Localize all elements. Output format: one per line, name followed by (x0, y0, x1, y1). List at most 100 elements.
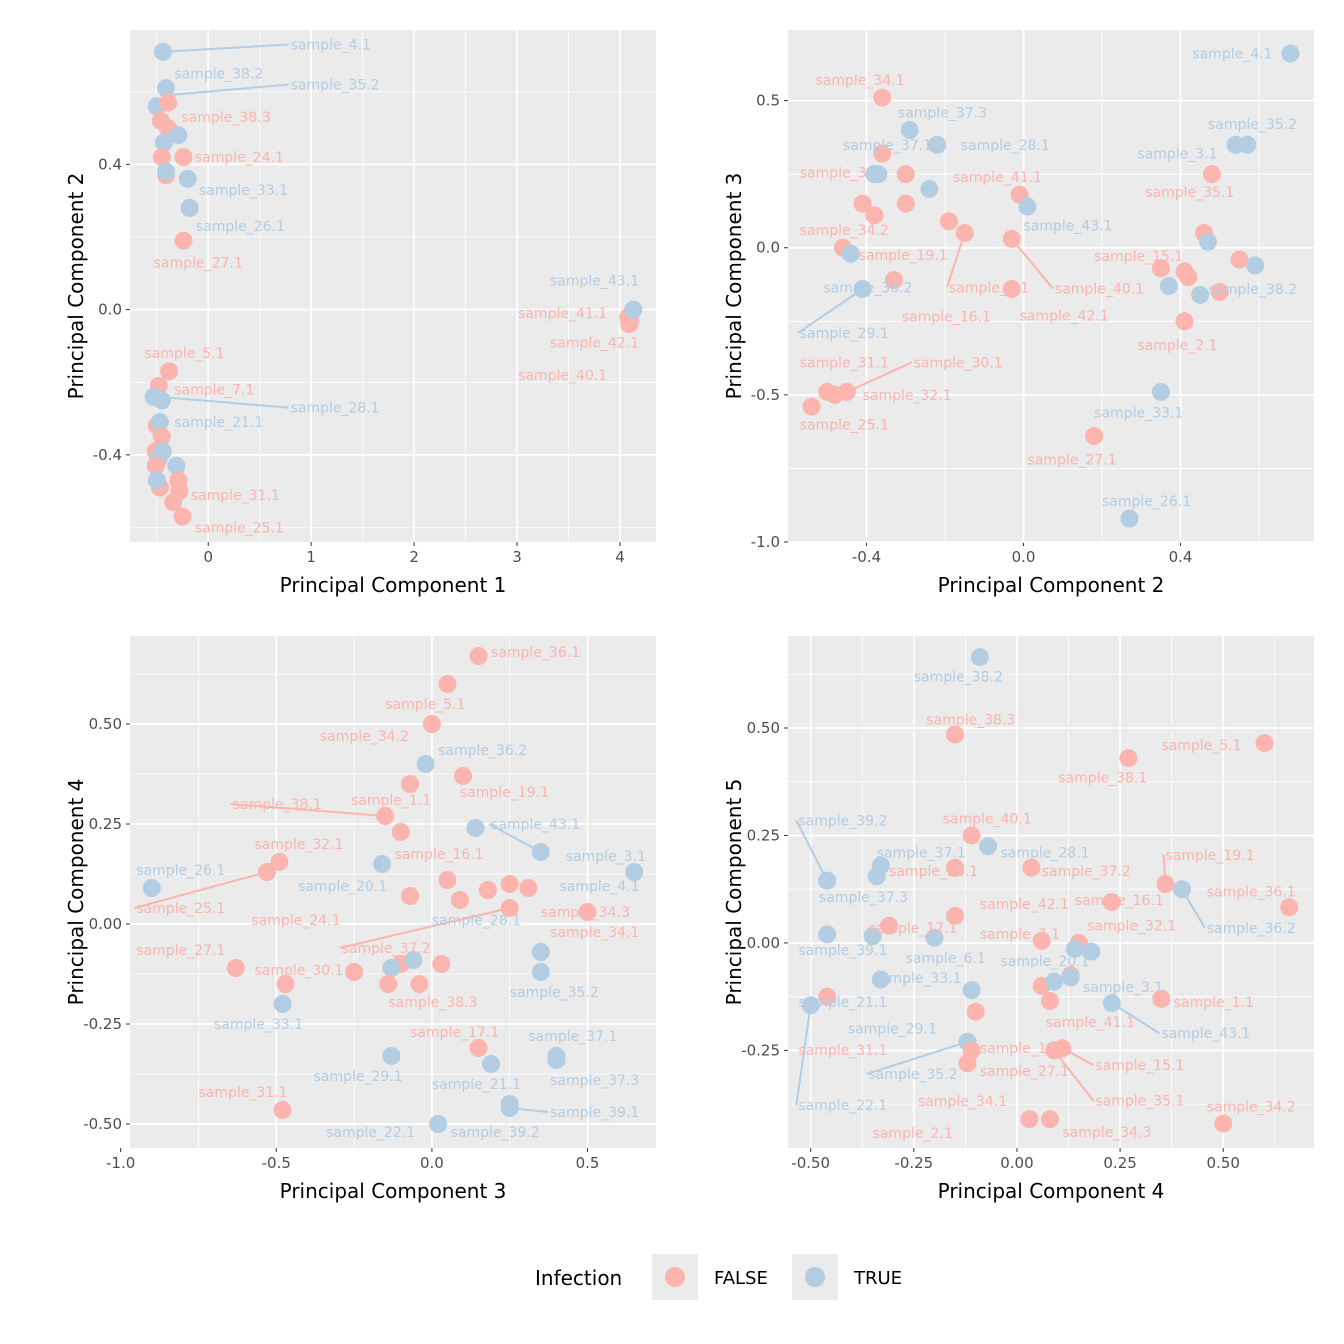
label-leader-line (1111, 1002, 1160, 1035)
legend-label: TRUE (853, 1268, 902, 1289)
data-point-infected (1065, 939, 1084, 958)
label-leader-line (797, 288, 864, 334)
point-label: sample_27.1 (1027, 453, 1116, 469)
data-point-infected (153, 42, 172, 61)
data-point-uninfected (469, 1039, 488, 1057)
data-point-uninfected (818, 987, 837, 1006)
point-label: sample_39.2 (798, 813, 887, 829)
data-point-infected (373, 855, 392, 873)
data-point-infected (273, 995, 292, 1013)
data-point-infected (404, 951, 423, 969)
data-point-uninfected (159, 93, 178, 112)
data-point-uninfected (946, 858, 965, 877)
label-leader-line (158, 395, 289, 409)
data-point-uninfected (519, 879, 538, 897)
data-point-infected (167, 456, 186, 475)
data-point-uninfected (478, 881, 497, 899)
point-label: sample_16.1 (1075, 893, 1164, 909)
y-tick-label: 0.0 (756, 239, 780, 257)
point-label: sample_28.1 (432, 913, 521, 929)
leader-lines (797, 232, 1054, 393)
point-label: sample_34.3 (541, 905, 630, 921)
point-label: sample_25.1 (195, 520, 284, 536)
x-tick-label: -0.5 (262, 1154, 291, 1172)
data-point-uninfected (1152, 989, 1171, 1008)
x-tick-label: 0 (203, 548, 213, 566)
y-tick-label: 0.25 (89, 815, 122, 833)
point-label: sample_5.1 (1161, 738, 1241, 754)
data-point-infected (970, 648, 989, 667)
point-label: sample_24.1 (251, 913, 340, 929)
point-label: sample_40.1 (1055, 282, 1144, 298)
point-label: sample_40.1 (518, 368, 607, 384)
data-point-infected (962, 981, 981, 1000)
point-label: sample_31.1 (198, 1085, 287, 1101)
point-label: sample_3.1 (1137, 147, 1217, 163)
data-point-infected (625, 863, 644, 881)
point-label: sample_22.1 (798, 1098, 887, 1114)
data-point-infected (1281, 44, 1300, 63)
point-label: sample_34.2 (800, 223, 889, 239)
x-axis-title: Principal Component 3 (280, 1179, 507, 1203)
point-label: sample_31.1 (191, 488, 280, 504)
point-label: sample_21.1 (432, 1077, 521, 1093)
x-tick-label: 0.00 (1000, 1154, 1033, 1172)
x-tick-label: -1.0 (106, 1154, 135, 1172)
point-label: sample_6.1 (906, 951, 986, 967)
data-point-uninfected (873, 88, 892, 107)
point-label: sample_42.1 (1020, 308, 1109, 324)
data-point-infected (1102, 994, 1121, 1013)
data-point-infected (979, 837, 998, 856)
point-label: sample_1.1 (351, 793, 431, 809)
point-label: sample_18.1 (980, 1041, 1069, 1057)
x-tick-label: 2 (409, 548, 419, 566)
y-tick-label: 0.00 (89, 915, 122, 933)
data-point-uninfected (1085, 427, 1104, 446)
point-label: sample_2.1 (873, 1126, 953, 1142)
point-label: sample_29.1 (314, 1069, 403, 1085)
x-tick-label: 3 (512, 548, 522, 566)
data-point-infected (150, 413, 169, 432)
data-point-infected (157, 162, 176, 181)
point-label: sample_37.1 (877, 846, 966, 862)
point-label: sample_30.1 (914, 356, 1003, 372)
point-label: sample_15.1 (1094, 249, 1183, 265)
point-label: sample_2.1 (1137, 338, 1217, 354)
data-point-uninfected (273, 1101, 292, 1119)
data-point-uninfected (1156, 875, 1175, 894)
point-label: sample_35.2 (510, 985, 599, 1001)
data-point-uninfected (345, 963, 364, 981)
point-label: sample_27.1 (136, 943, 225, 959)
y-axis-title: Principal Component 4 (64, 779, 88, 1006)
label-leader-line (230, 803, 386, 817)
point-label: sample_17.1 (410, 1025, 499, 1041)
x-tick-label: 0.0 (420, 1154, 444, 1172)
data-point-infected (531, 943, 550, 961)
point-label: sample_36.2 (1207, 921, 1296, 937)
point-label: sample_35.2 (291, 77, 380, 93)
point-label: sample_43.1 (1024, 219, 1113, 235)
data-point-uninfected (966, 1002, 985, 1021)
point-label: sample_38.2 (174, 67, 263, 83)
point-label: sample_36.1 (1207, 884, 1296, 900)
scatter-panel-2: -0.4 0.0 0.4 -1.0 -0.5 0.0 0.5 Principal Compon… (722, 30, 1314, 597)
point-label: sample_26.1 (1102, 494, 1191, 510)
data-point-uninfected (1119, 749, 1138, 768)
data-point-infected (863, 927, 882, 946)
data-point-uninfected (500, 875, 519, 893)
data-point-uninfected (450, 891, 469, 909)
point-label: sample_36.1 (491, 645, 580, 661)
label-leader-line (795, 1005, 812, 1106)
point-label: sample_22.1 (326, 1125, 415, 1141)
point-label: sample_39.2 (451, 1125, 540, 1141)
data-point-uninfected (896, 165, 915, 184)
point-label: sample_3 (800, 166, 867, 182)
data-point-infected (1045, 972, 1064, 991)
label-leader-line (846, 361, 913, 393)
point-label: sample_4.1 (1192, 47, 1272, 63)
scatter-panel-4: -0.50 -0.25 0.00 0.25 0.50 -0.25 0.00 0.25 0.50 P… (722, 636, 1314, 1203)
point-label: sample_28.1 (291, 401, 380, 417)
point-label: sample_21.1 (798, 995, 887, 1011)
point-label: sample_34.1 (550, 925, 639, 941)
point-label: sample_37.1 (843, 138, 932, 154)
